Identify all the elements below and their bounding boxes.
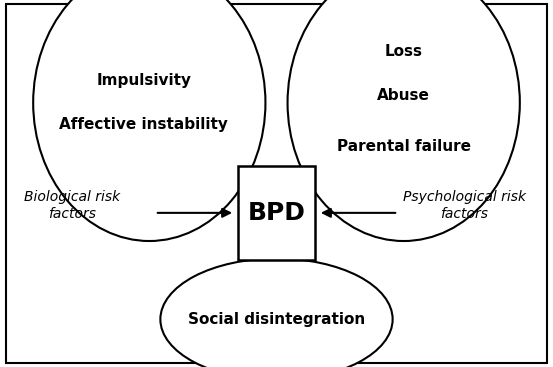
Text: BPD: BPD <box>248 201 305 225</box>
Text: Affective instability: Affective instability <box>59 117 228 132</box>
Ellipse shape <box>160 258 393 367</box>
Text: Psychological risk
factors: Psychological risk factors <box>403 190 526 221</box>
Ellipse shape <box>33 0 265 241</box>
Text: Loss: Loss <box>385 44 422 59</box>
Text: Impulsivity: Impulsivity <box>96 73 191 88</box>
Bar <box>238 166 315 260</box>
Text: Biological risk
factors: Biological risk factors <box>24 190 120 221</box>
Text: Social disintegration: Social disintegration <box>188 312 365 327</box>
Text: Abuse: Abuse <box>377 88 430 103</box>
Ellipse shape <box>288 0 520 241</box>
Text: Parental failure: Parental failure <box>337 139 471 154</box>
